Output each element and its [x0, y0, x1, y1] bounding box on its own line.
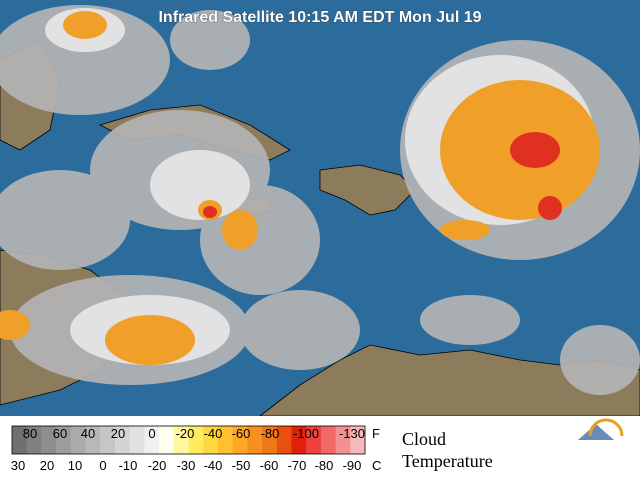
- color-step: [159, 426, 175, 454]
- color-step: [306, 426, 322, 454]
- color-step: [129, 426, 145, 454]
- fahrenheit-label: 20: [111, 426, 125, 441]
- celsius-unit: C: [372, 458, 381, 473]
- celsius-label: -90: [343, 458, 362, 473]
- celsius-label: 20: [40, 458, 54, 473]
- color-step: [173, 426, 189, 454]
- fahrenheit-unit: F: [372, 426, 380, 441]
- fahrenheit-labels: 80 60 40 20 0 -20 -40 -60 -80 -100 -130: [23, 426, 365, 441]
- fahrenheit-label: -100: [293, 426, 319, 441]
- fahrenheit-label: 80: [23, 426, 37, 441]
- logo: [578, 418, 624, 440]
- celsius-label: 0: [99, 458, 106, 473]
- color-step: [232, 426, 248, 454]
- color-step: [335, 426, 351, 454]
- celsius-label: -60: [260, 458, 279, 473]
- celsius-label: -20: [148, 458, 167, 473]
- color-step: [247, 426, 263, 454]
- fahrenheit-label: -130: [339, 426, 365, 441]
- celsius-label: -50: [232, 458, 251, 473]
- color-step: [70, 426, 87, 454]
- fahrenheit-label: 0: [148, 426, 155, 441]
- fahrenheit-label: 60: [53, 426, 67, 441]
- fahrenheit-label: -60: [232, 426, 251, 441]
- legend-title-line: Temperature: [402, 451, 493, 471]
- fahrenheit-label: -20: [176, 426, 195, 441]
- color-step: [12, 426, 28, 454]
- color-step: [217, 426, 234, 454]
- color-step: [100, 426, 116, 454]
- color-step: [320, 426, 337, 454]
- color-step: [26, 426, 42, 454]
- fahrenheit-label: -80: [261, 426, 280, 441]
- color-step: [85, 426, 101, 454]
- color-step: [188, 426, 204, 454]
- color-scale-border: [11, 425, 366, 455]
- celsius-label: -30: [177, 458, 196, 473]
- celsius-label: -70: [288, 458, 307, 473]
- color-step: [276, 426, 292, 454]
- celsius-label: 30: [11, 458, 25, 473]
- celsius-label: 10: [68, 458, 82, 473]
- celsius-labels: 30 20 10 0 -10 -20 -30 -40 -50 -60 -70 -80 -90: [11, 458, 362, 473]
- fahrenheit-label: -40: [204, 426, 223, 441]
- color-scale: [11, 425, 366, 455]
- color-step: [41, 426, 57, 454]
- map-title: Infrared Satellite 10:15 AM EDT Mon Jul …: [158, 9, 481, 26]
- legend-title-line: Cloud: [402, 429, 446, 449]
- celsius-label: -80: [315, 458, 334, 473]
- color-step: [114, 426, 131, 454]
- color-step: [203, 426, 219, 454]
- color-step: [262, 426, 278, 454]
- color-step: [291, 426, 307, 454]
- color-step: [144, 426, 160, 454]
- fahrenheit-label: 40: [81, 426, 95, 441]
- celsius-label: -10: [119, 458, 138, 473]
- celsius-label: -40: [204, 458, 223, 473]
- color-step: [350, 426, 366, 454]
- color-step: [56, 426, 72, 454]
- clouds-red: [203, 132, 562, 220]
